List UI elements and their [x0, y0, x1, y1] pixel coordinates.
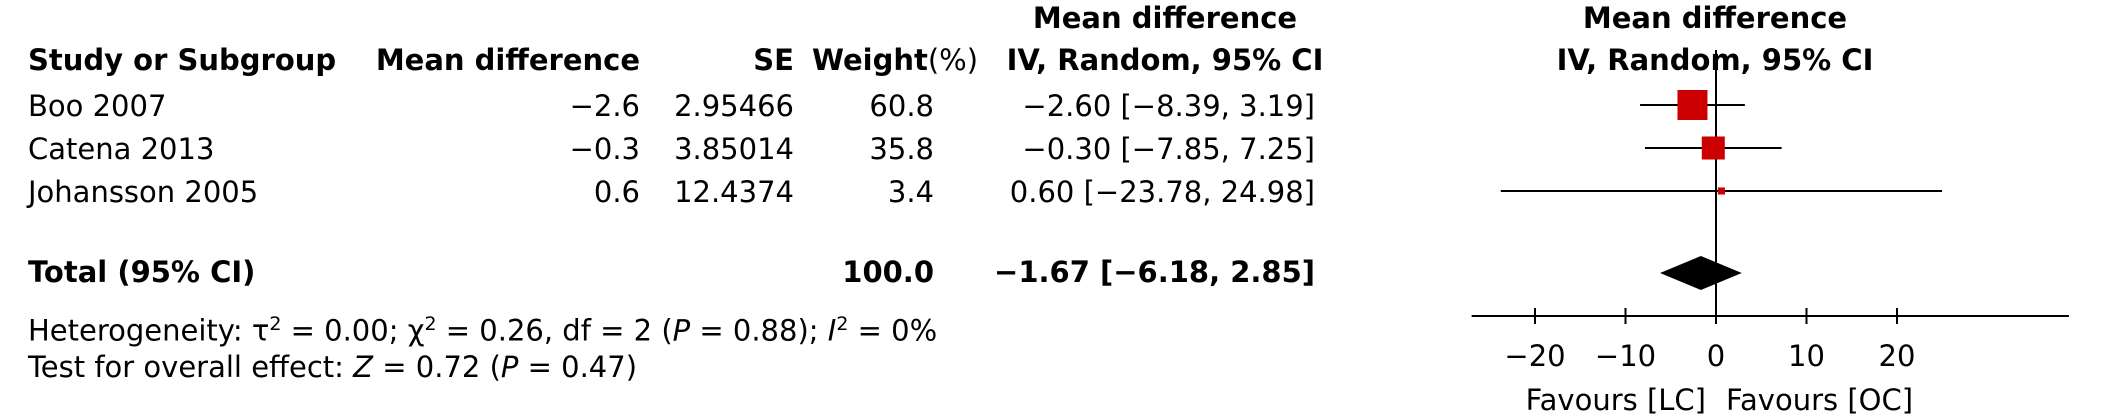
plot-column-header-line1: Mean difference: [1582, 1, 1848, 35]
x-tick-label: 0: [1707, 339, 1725, 373]
study-ci: −0.30 [−7.85, 7.25]: [1022, 132, 1315, 166]
x-tick-label: −10: [1595, 339, 1656, 373]
chi-superscript: 2: [424, 313, 437, 335]
study-se: 12.4374: [674, 175, 794, 209]
overall-effect-text: Test for overall effect: Z = 0.72 (P = 0…: [28, 349, 637, 385]
study-weight: 35.8: [869, 132, 934, 166]
weight-header-unit: (%): [927, 43, 979, 77]
x-tick-label: −20: [1504, 339, 1565, 373]
overall-prefix: Test for overall effect:: [28, 350, 354, 384]
forest-plot-marks: −20 −10 0 10 20 Favours [LC] Favours [OC]: [1471, 50, 2069, 416]
study-column-header: Study or Subgroup: [28, 43, 337, 77]
overall-p-symbol: P: [500, 350, 519, 384]
favours-right-label: Favours [OC]: [1726, 383, 1913, 416]
i-symbol: I: [827, 313, 837, 348]
tau-superscript: 2: [269, 313, 282, 335]
study-ci: −2.60 [−8.39, 3.19]: [1022, 89, 1315, 123]
study-se: 3.85014: [674, 132, 794, 166]
i-value: = 0%: [848, 313, 938, 348]
total-weight: 100.0: [842, 255, 934, 289]
heterogeneity-text: Heterogeneity: τ2 = 0.00; χ2 = 0.26, df …: [28, 306, 937, 349]
study-weight: 3.4: [887, 175, 934, 209]
weight-header-label: Weight: [812, 43, 928, 77]
z-symbol: Z: [353, 350, 374, 384]
i-superscript: 2: [836, 313, 849, 335]
ci-column-header-line1: Mean difference: [1032, 1, 1298, 35]
study-md: −0.3: [569, 132, 640, 166]
z-value: = 0.72 (: [373, 350, 501, 384]
study-marker: [1677, 90, 1708, 120]
study-weight: 60.8: [869, 89, 934, 123]
study-ci: 0.60 [−23.78, 24.98]: [1009, 175, 1315, 209]
tau-symbol: τ: [251, 313, 270, 348]
study-marker: [1701, 136, 1725, 160]
total-ci: −1.67 [−6.18, 2.85]: [994, 255, 1315, 289]
study-md: 0.6: [593, 175, 640, 209]
overall-p-value: = 0.47): [518, 350, 638, 384]
favours-left-label: Favours [LC]: [1526, 383, 1706, 416]
md-column-header: Mean difference: [375, 43, 640, 77]
se-column-header: SE: [753, 43, 794, 77]
tau-value: = 0.00;: [281, 313, 408, 348]
total-label: Total (95% CI): [28, 255, 256, 289]
study-marker: [1717, 187, 1725, 195]
x-tick-label: 10: [1788, 339, 1825, 373]
chi-symbol: χ: [407, 313, 425, 348]
ci-column-header-line2: IV, Random, 95% CI: [1006, 43, 1324, 77]
total-diamond: [1660, 256, 1742, 290]
study-se: 2.95466: [674, 89, 794, 123]
chi-value: = 0.26, df = 2 (: [436, 313, 673, 348]
study-name: Johansson 2005: [28, 175, 259, 209]
p-symbol: P: [672, 313, 691, 348]
study-name: Boo 2007: [28, 89, 167, 123]
weight-column-header: Weight(%): [812, 42, 978, 78]
p-value: = 0.88);: [690, 313, 828, 348]
x-tick-label: 20: [1879, 339, 1916, 373]
study-name: Catena 2013: [28, 132, 215, 166]
heterogeneity-prefix: Heterogeneity:: [28, 313, 252, 348]
study-md: −2.6: [569, 89, 640, 123]
